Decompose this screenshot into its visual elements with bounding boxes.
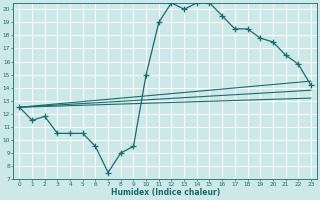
X-axis label: Humidex (Indice chaleur): Humidex (Indice chaleur) (110, 188, 220, 197)
